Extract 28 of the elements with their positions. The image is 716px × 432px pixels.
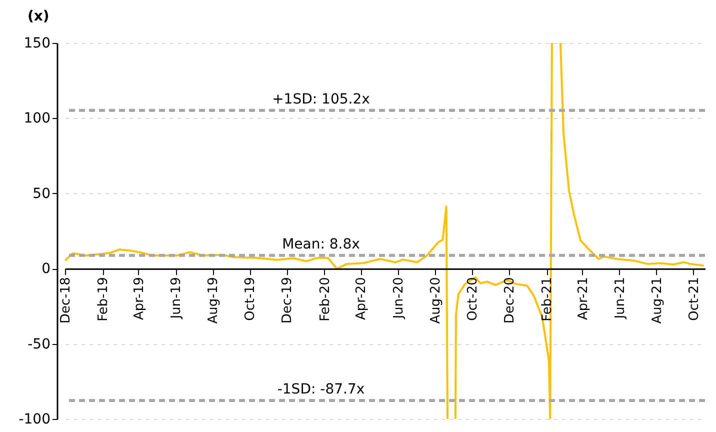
y-tick-label: 150: [24, 36, 50, 52]
x-tick-label: Apr-20: [354, 277, 370, 320]
x-tick-label: Aug-20: [428, 277, 444, 324]
x-tick-label: Jun-19: [169, 277, 184, 320]
x-tick-label: Dec-19: [280, 277, 296, 324]
y-tick-label: 0: [42, 261, 50, 278]
ref-line-label: -1SD: -87.7x: [277, 382, 365, 398]
x-tick-label: Apr-21: [576, 277, 591, 320]
x-tick-label: Dec-20: [502, 277, 518, 324]
x-tick-label: Feb-21: [540, 277, 556, 322]
y-axis-title: (x): [28, 8, 50, 24]
x-tick-label: Oct-20: [465, 277, 480, 321]
y-tick-label: -100: [18, 412, 50, 428]
y-tick-label: -50: [28, 336, 50, 352]
y-tick-label: 100: [24, 110, 50, 127]
x-tick-label: Feb-20: [318, 277, 333, 322]
x-tick-label: Jun-21: [612, 277, 628, 320]
ref-line-label: Mean: 8.8x: [282, 236, 360, 252]
x-tick-label: Aug-21: [650, 277, 665, 324]
x-tick-label: Oct-19: [243, 277, 258, 321]
x-tick-label: Jun-20: [391, 277, 406, 320]
x-tick-label: Oct-21: [686, 277, 702, 321]
ref-line-label: +1SD: 105.2x: [272, 91, 370, 108]
y-tick-label: 50: [32, 186, 50, 202]
x-tick-label: Aug-19: [206, 277, 222, 324]
x-tick-label: Dec-18: [58, 277, 74, 324]
x-tick-label: Feb-19: [96, 277, 112, 322]
x-tick-label: Apr-19: [132, 277, 147, 320]
